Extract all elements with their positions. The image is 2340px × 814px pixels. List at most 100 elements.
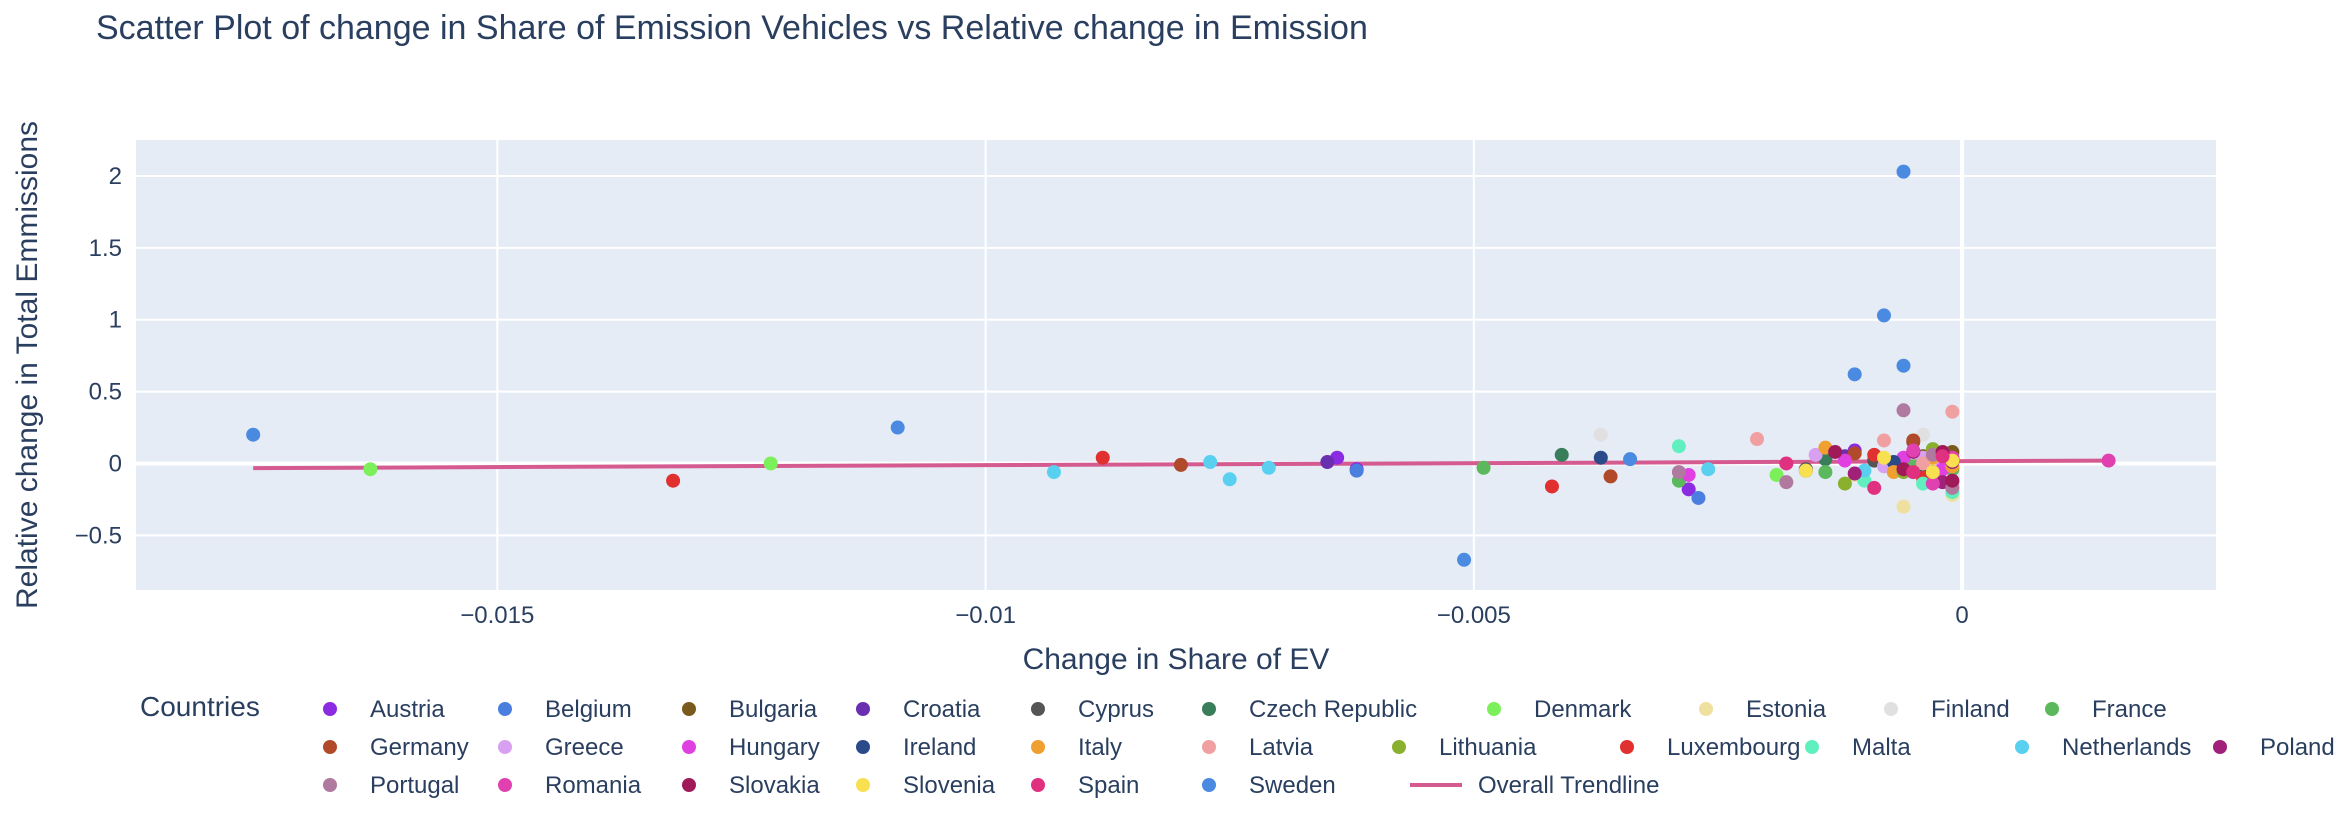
legend-label: Finland bbox=[1931, 696, 2010, 723]
point-spain bbox=[1779, 456, 1794, 471]
x-tick-label: 0 bbox=[1955, 602, 1968, 629]
x-tick-label: −0.005 bbox=[1437, 602, 1511, 629]
point-sweden bbox=[1876, 308, 1891, 323]
legend-title: Countries bbox=[140, 691, 260, 722]
point-estonia bbox=[1896, 499, 1911, 514]
legend-label: Estonia bbox=[1746, 696, 1827, 723]
point-netherlands bbox=[1046, 465, 1061, 480]
point-sweden bbox=[1623, 452, 1638, 467]
legend-item-ireland[interactable]: Ireland bbox=[856, 734, 976, 761]
point-luxembourg bbox=[666, 473, 681, 488]
legend-item-sweden[interactable]: Sweden bbox=[1202, 772, 1336, 799]
legend-label: Slovakia bbox=[729, 772, 820, 799]
legend-item-germany[interactable]: Germany bbox=[323, 734, 469, 761]
legend-label: Germany bbox=[370, 734, 469, 761]
legend-item-denmark[interactable]: Denmark bbox=[1487, 696, 1632, 723]
x-tick-label: −0.01 bbox=[955, 602, 1016, 629]
point-sweden bbox=[890, 420, 905, 435]
legend-item-france[interactable]: France bbox=[2045, 696, 2167, 723]
legend-item-estonia[interactable]: Estonia bbox=[1699, 696, 1827, 723]
point-spain bbox=[1906, 465, 1921, 480]
legend-item-italy[interactable]: Italy bbox=[1031, 734, 1122, 761]
point-romania bbox=[1906, 443, 1921, 458]
point-portugal bbox=[1896, 403, 1911, 418]
legend-label: Denmark bbox=[1534, 696, 1632, 723]
legend-marker bbox=[498, 740, 512, 754]
plot-area bbox=[136, 140, 2216, 590]
legend-marker bbox=[1487, 702, 1501, 716]
legend-marker bbox=[1031, 740, 1045, 754]
legend-item-czech-republic[interactable]: Czech Republic bbox=[1202, 696, 1417, 723]
legend-item-cyprus[interactable]: Cyprus bbox=[1031, 696, 1154, 723]
legend-item-finland[interactable]: Finland bbox=[1884, 696, 2010, 723]
point-luxembourg bbox=[1095, 450, 1110, 465]
legend-item-malta[interactable]: Malta bbox=[1805, 734, 1911, 761]
legend-label: Luxembourg bbox=[1667, 734, 1800, 761]
legend-label: Spain bbox=[1078, 772, 1139, 799]
x-tick-label: −0.015 bbox=[460, 602, 534, 629]
point-netherlands bbox=[1222, 472, 1237, 487]
legend-item-slovakia[interactable]: Slovakia bbox=[682, 772, 820, 799]
x-axis-title: Change in Share of EV bbox=[1023, 643, 1330, 676]
point-czech-republic bbox=[1554, 447, 1569, 462]
point-portugal bbox=[1779, 475, 1794, 490]
point-poland bbox=[1847, 466, 1862, 481]
x-axis-ticks: −0.015 −0.01 −0.005 0 bbox=[460, 602, 1969, 629]
point-denmark bbox=[363, 462, 378, 477]
legend-item-slovenia[interactable]: Slovenia bbox=[856, 772, 996, 799]
legend-label: Belgium bbox=[545, 696, 632, 723]
point-portugal bbox=[1671, 465, 1686, 480]
legend-item-belgium[interactable]: Belgium bbox=[498, 696, 632, 723]
points-layer bbox=[246, 164, 2116, 567]
legend-item-lithuania[interactable]: Lithuania bbox=[1392, 734, 1537, 761]
point-romania bbox=[2101, 453, 2116, 468]
point-croatia bbox=[1320, 455, 1335, 470]
legend-item-portugal[interactable]: Portugal bbox=[323, 772, 459, 799]
legend-marker bbox=[1202, 702, 1216, 716]
legend-item-latvia[interactable]: Latvia bbox=[1202, 734, 1314, 761]
legend-marker bbox=[682, 740, 696, 754]
legend-label: Portugal bbox=[370, 772, 459, 799]
point-slovakia bbox=[1828, 444, 1843, 459]
legend: Austria Belgium Bulgaria Croatia Cyprus Czech… bbox=[323, 696, 2335, 799]
legend-item-hungary[interactable]: Hungary bbox=[682, 734, 820, 761]
legend-marker bbox=[323, 702, 337, 716]
legend-label: France bbox=[2092, 696, 2167, 723]
point-spain bbox=[1935, 449, 1950, 464]
legend-item-netherlands[interactable]: Netherlands bbox=[2015, 734, 2191, 761]
legend-item-poland[interactable]: Poland bbox=[2213, 734, 2335, 761]
point-malta bbox=[1916, 476, 1931, 491]
point-sweden bbox=[1457, 552, 1472, 567]
y-tick-label: 1.5 bbox=[89, 235, 122, 262]
legend-item-greece[interactable]: Greece bbox=[498, 734, 624, 761]
chart-title: Scatter Plot of change in Share of Emiss… bbox=[96, 9, 1368, 47]
point-belgium bbox=[1691, 490, 1706, 505]
point-austria bbox=[1681, 482, 1696, 497]
legend-item-spain[interactable]: Spain bbox=[1031, 772, 1139, 799]
legend-label: Greece bbox=[545, 734, 624, 761]
legend-item-bulgaria[interactable]: Bulgaria bbox=[682, 696, 818, 723]
point-netherlands bbox=[1261, 460, 1276, 475]
y-tick-label: 1 bbox=[109, 307, 122, 334]
point-denmark bbox=[1769, 467, 1784, 482]
legend-marker bbox=[1805, 740, 1819, 754]
legend-marker bbox=[498, 702, 512, 716]
legend-item-overall-trendline[interactable]: Overall Trendline bbox=[1410, 772, 1659, 799]
point-germany bbox=[1847, 446, 1862, 461]
legend-label: Poland bbox=[2260, 734, 2335, 761]
legend-item-romania[interactable]: Romania bbox=[498, 772, 642, 799]
legend-item-austria[interactable]: Austria bbox=[323, 696, 445, 723]
y-axis-title: Relative change in Total Emmissions bbox=[11, 121, 44, 609]
point-belgium bbox=[1349, 463, 1364, 478]
y-tick-label: 0 bbox=[109, 450, 122, 477]
legend-item-luxembourg[interactable]: Luxembourg bbox=[1620, 734, 1800, 761]
legend-item-croatia[interactable]: Croatia bbox=[856, 696, 981, 723]
point-sweden bbox=[1896, 358, 1911, 373]
point-sweden bbox=[246, 427, 261, 442]
y-axis-ticks: −0.5 0 0.5 1 1.5 2 bbox=[75, 163, 122, 549]
point-sweden bbox=[1847, 367, 1862, 382]
legend-label: Latvia bbox=[1249, 734, 1314, 761]
point-latvia bbox=[1945, 404, 1960, 419]
legend-label: Ireland bbox=[903, 734, 976, 761]
point-malta bbox=[1857, 473, 1872, 488]
